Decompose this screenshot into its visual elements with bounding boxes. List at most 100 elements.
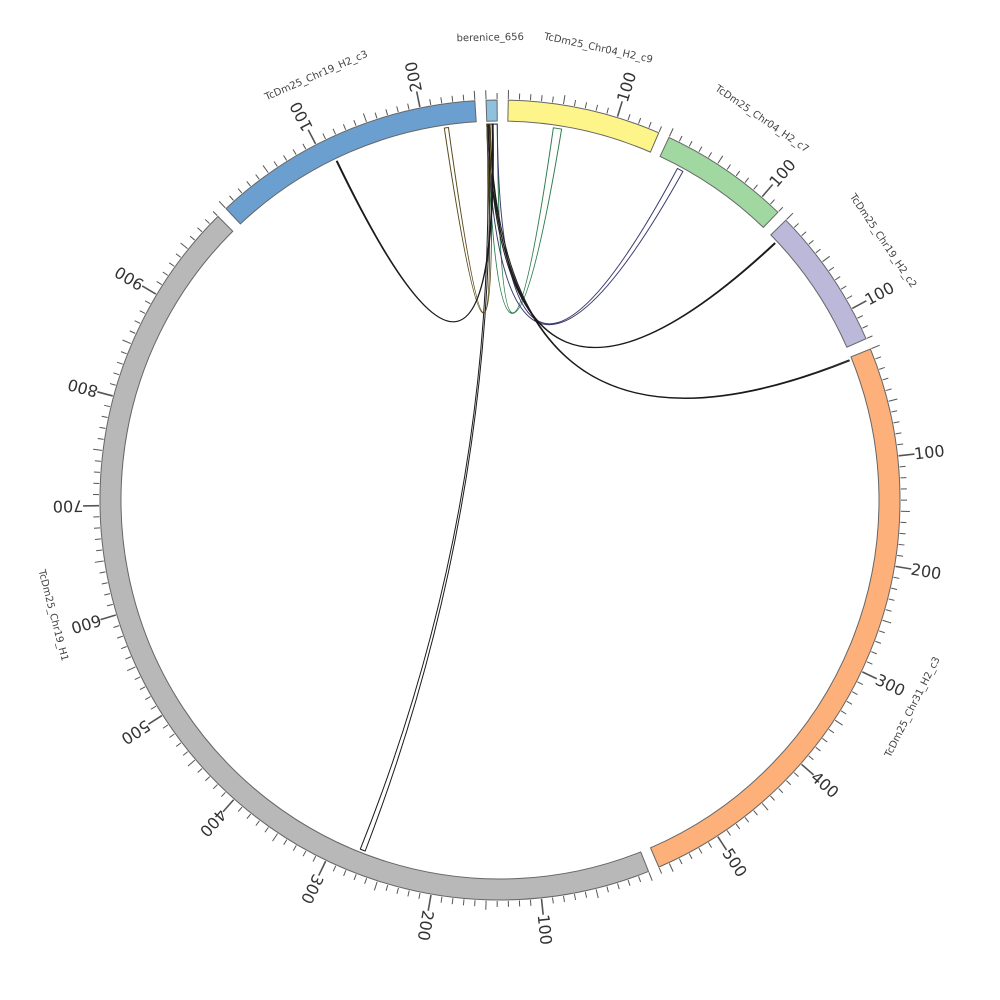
link-berenice-656-to-tcdm25-chr31-h2-c3: [487, 123, 850, 399]
minor-tick: [407, 103, 410, 110]
minor-tick: [563, 895, 565, 902]
minor-tick: [451, 95, 454, 102]
minor-tick: [332, 865, 337, 872]
minor-tick: [878, 366, 885, 370]
tick-label-tcdm25-chr31-h2-c3-300: 300: [872, 670, 908, 700]
minor-tick: [815, 746, 821, 752]
minor-tick: [162, 724, 169, 729]
minor-tick: [302, 143, 307, 150]
minor-tick: [175, 742, 182, 747]
tick-label-tcdm25-chr19-h1-600: 600: [69, 610, 104, 637]
minor-tick: [846, 700, 853, 705]
minor-tick: [125, 656, 132, 660]
minor-tick: [761, 803, 769, 811]
minor-tick: [273, 161, 278, 167]
minor-tick: [778, 788, 784, 794]
minor-tick: [563, 95, 566, 105]
minor-tick: [866, 661, 873, 665]
minor-tick: [891, 410, 898, 413]
major-tick: [898, 453, 915, 457]
minor-tick: [857, 681, 863, 686]
major-tick: [761, 183, 774, 198]
minor-tick: [678, 135, 683, 142]
minor-tick: [801, 231, 807, 237]
minor-tick: [283, 155, 288, 161]
minor-tick: [744, 817, 750, 823]
minor-tick: [866, 335, 873, 339]
minor-tick: [212, 784, 218, 790]
link-berenice-656-to-tcdm25-chr19-h2-c3: [443, 123, 492, 314]
minor-tick: [237, 806, 243, 812]
tick-label-tcdm25-chr19-h2-c2-100: 100: [862, 278, 898, 309]
minor-tick: [385, 109, 389, 116]
minor-tick: [698, 847, 703, 854]
tick-label-tcdm25-chr19-h1-300: 300: [297, 871, 327, 907]
major-tick: [717, 836, 728, 851]
major-tick: [427, 894, 432, 911]
minor-tick: [197, 768, 203, 773]
minor-tick: [120, 351, 127, 355]
ideogram-tcdm25-chr19-h2-c3: [225, 100, 477, 225]
segment-label-tcdm25-chr31-h2-c3: TcDm25_Chr31_H2_c3: [883, 655, 943, 760]
link-berenice-656-to-tcdm25-chr04-h2-c7: [486, 123, 684, 326]
major-tick: [97, 391, 113, 397]
minor-tick: [182, 751, 189, 756]
minor-tick: [898, 543, 905, 546]
minor-tick: [292, 149, 297, 155]
minor-tick: [678, 858, 683, 865]
minor-tick: [353, 874, 357, 881]
minor-tick: [104, 593, 111, 596]
minor-tick: [888, 598, 895, 601]
minor-tick: [418, 892, 421, 899]
minor-tick: [668, 128, 674, 137]
minor-tick: [808, 755, 814, 761]
minor-tick: [362, 113, 367, 123]
minor-tick: [364, 878, 368, 884]
minor-tick: [94, 560, 104, 563]
minor-tick: [187, 759, 196, 767]
minor-tick: [272, 833, 278, 842]
minor-tick: [104, 404, 111, 408]
minor-tick: [292, 845, 297, 851]
minor-tick: [658, 126, 662, 133]
segment-label-tcdm25-chr04-h2-c9: TcDm25_Chr04_H2_c9: [542, 31, 654, 66]
minor-tick: [828, 266, 835, 272]
minor-tick: [726, 830, 731, 836]
minor-tick: [150, 705, 157, 710]
minor-tick: [584, 102, 588, 109]
major-tick: [861, 671, 878, 680]
minor-tick: [462, 94, 465, 101]
minor-tick: [552, 897, 554, 904]
minor-tick: [708, 842, 713, 848]
major-tick: [801, 763, 815, 776]
tick-label-tcdm25-chr31-h2-c3-400: 400: [807, 768, 842, 802]
minor-tick: [189, 235, 195, 241]
minor-tick: [162, 271, 169, 276]
minor-tick: [168, 262, 175, 267]
minor-tick: [735, 170, 741, 177]
minor-tick: [541, 95, 543, 102]
major-tick: [100, 614, 117, 621]
tick-label-tcdm25-chr19-h1-500: 500: [118, 716, 154, 748]
minor-tick: [688, 853, 693, 860]
minor-tick: [726, 164, 731, 170]
minor-tick: [778, 206, 784, 212]
major-tick: [318, 860, 327, 876]
minor-tick: [875, 356, 882, 360]
minor-tick: [407, 890, 410, 897]
minor-tick: [451, 898, 454, 905]
tick-label-tcdm25-chr19-h1-200: 200: [414, 909, 438, 942]
minor-tick: [322, 133, 326, 140]
minor-tick: [893, 576, 900, 579]
tick-label-tcdm25-chr19-h2-c3-200: 200: [401, 60, 426, 94]
minor-tick: [606, 886, 609, 893]
minor-tick: [396, 887, 399, 894]
minor-tick: [101, 415, 108, 419]
minor-tick: [462, 899, 465, 906]
major-tick: [307, 129, 317, 145]
minor-tick: [156, 281, 162, 286]
minor-tick: [786, 780, 792, 786]
ideogram-layer: [99, 99, 901, 901]
minor-tick: [882, 619, 892, 624]
